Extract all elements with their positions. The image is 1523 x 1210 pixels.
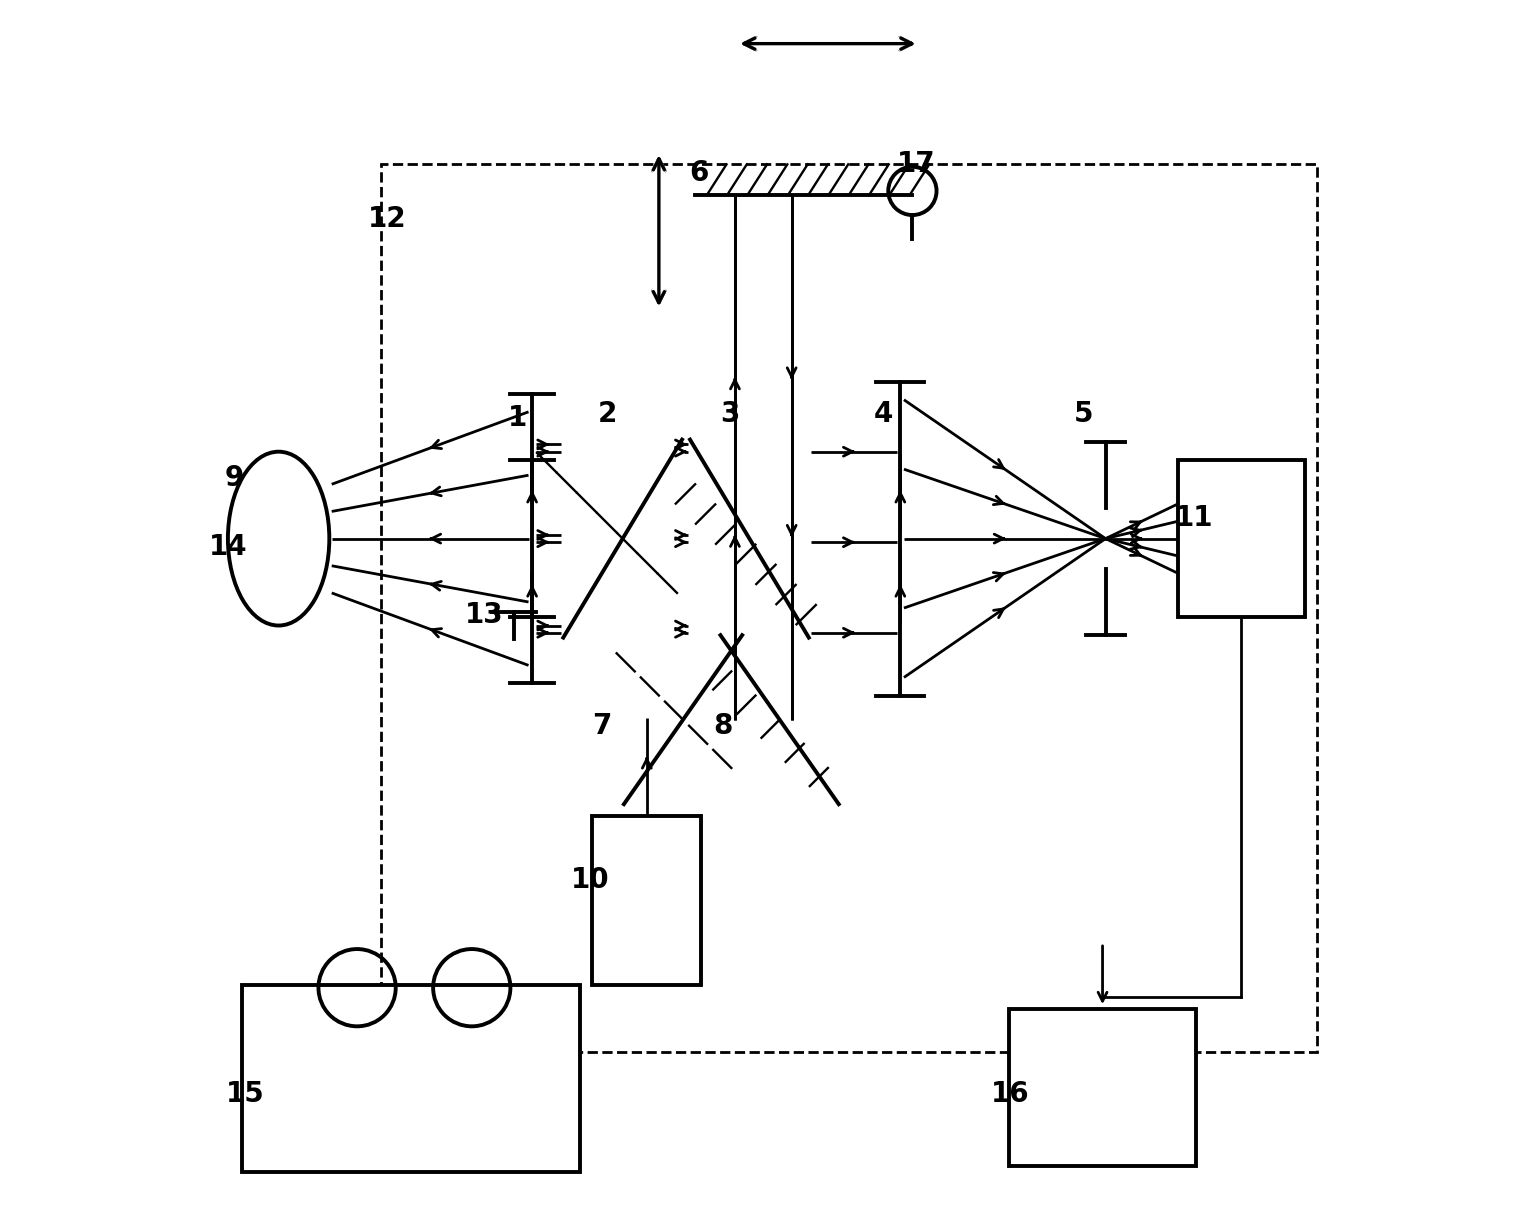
Text: 6: 6 — [688, 159, 708, 186]
Text: 8: 8 — [713, 711, 733, 739]
Text: 9: 9 — [224, 465, 244, 492]
Text: 14: 14 — [209, 534, 247, 561]
Text: 3: 3 — [720, 401, 740, 428]
Text: 13: 13 — [465, 600, 503, 629]
Bar — [381, 165, 1317, 1051]
Text: 1: 1 — [509, 404, 527, 432]
Bar — [242, 985, 580, 1172]
Text: 16: 16 — [991, 1081, 1030, 1108]
Text: 12: 12 — [369, 204, 407, 232]
Text: 2: 2 — [597, 401, 617, 428]
Bar — [592, 817, 701, 985]
Bar — [1008, 1009, 1196, 1166]
Text: 7: 7 — [592, 711, 612, 739]
Text: 4: 4 — [874, 401, 892, 428]
Text: 15: 15 — [225, 1081, 263, 1108]
Text: 5: 5 — [1074, 401, 1094, 428]
Bar — [1177, 460, 1305, 617]
Text: 17: 17 — [897, 150, 935, 178]
Text: 10: 10 — [571, 866, 609, 894]
Text: 11: 11 — [1174, 505, 1212, 532]
